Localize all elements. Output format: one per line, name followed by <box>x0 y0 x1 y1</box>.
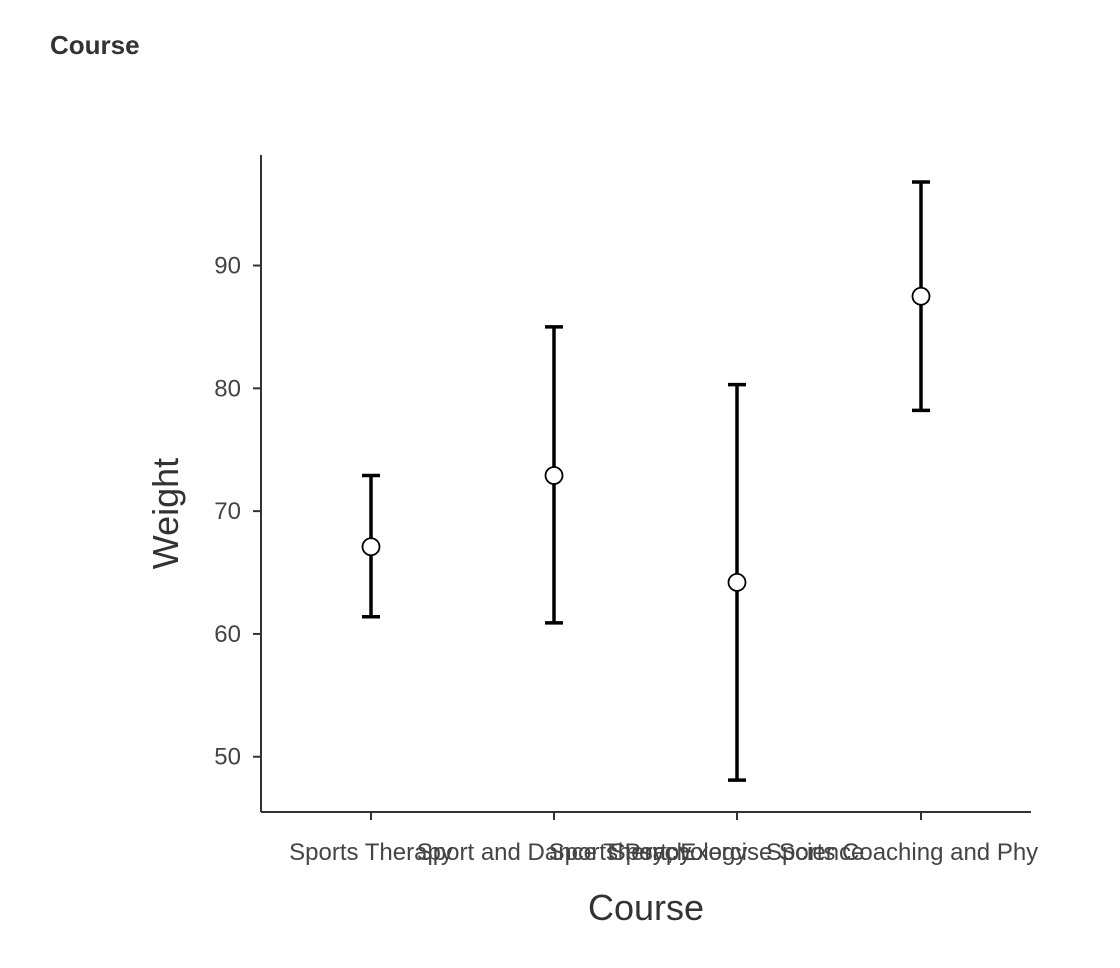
x-tick-label: Sports Psychology <box>549 839 748 866</box>
x-tick-label: Sports Coaching and Phy <box>766 839 1038 866</box>
x-tick-label: Sport, Exercise Science <box>610 839 865 866</box>
y-axis-title: Weight <box>145 458 186 569</box>
section-title: Course <box>50 30 140 60</box>
mean-points <box>361 286 931 592</box>
y-tick-label: 50 <box>214 744 241 771</box>
x-tick-label: Sports Therapy <box>289 839 453 866</box>
mean-point <box>727 572 747 592</box>
mean-point <box>361 537 381 557</box>
y-tick-label: 80 <box>214 375 241 402</box>
y-tick-label: 60 <box>214 621 241 648</box>
y-axis-ticks: 50 60 70 80 90 <box>214 253 261 771</box>
mean-point <box>544 466 564 485</box>
x-tick-label: Sport and Dance Therapy <box>417 839 691 866</box>
error-bars <box>362 180 930 782</box>
y-tick-label: 70 <box>214 498 241 525</box>
mean-point <box>911 286 931 306</box>
x-axis-title: Course <box>588 887 704 928</box>
y-tick-label: 90 <box>214 253 241 280</box>
